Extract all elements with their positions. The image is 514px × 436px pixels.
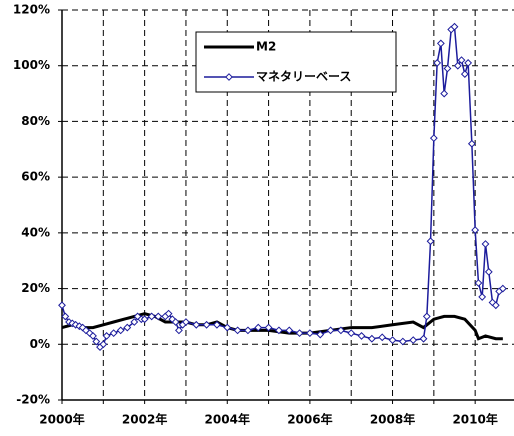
data-point [305, 329, 314, 338]
data-point [61, 312, 70, 321]
data-point [202, 320, 211, 329]
y-tick-label: 100% [13, 58, 50, 72]
data-point [254, 323, 263, 332]
data-point [419, 334, 428, 343]
data-point [275, 326, 283, 335]
data-point [367, 334, 376, 343]
y-tick-label: 0% [30, 337, 50, 351]
x-tick-label: 2002年 [122, 412, 167, 427]
data-point [422, 312, 431, 321]
data-point [164, 309, 173, 318]
data-point [436, 39, 445, 48]
data-point [357, 332, 366, 340]
data-point [429, 134, 438, 143]
x-tick-label: 2004年 [205, 412, 250, 427]
data-point [171, 318, 180, 326]
data-point [433, 59, 442, 67]
data-point [123, 323, 132, 332]
data-point [464, 59, 473, 67]
data-point [481, 240, 490, 248]
data-point [474, 279, 483, 287]
data-point [233, 326, 242, 335]
data-point [336, 326, 345, 335]
x-tick-label: 2000年 [39, 412, 84, 427]
data-point [116, 326, 125, 335]
data-point [102, 332, 111, 340]
legend-marker [225, 73, 233, 81]
data-point [457, 56, 466, 65]
data-point [326, 326, 335, 335]
data-point [182, 318, 190, 326]
data-point [99, 340, 108, 349]
data-point [491, 301, 500, 310]
data-point [471, 226, 480, 234]
data-point [147, 312, 156, 321]
legend-label: マネタリーベース [256, 70, 351, 84]
data-point [130, 318, 139, 326]
data-point [450, 22, 459, 31]
data-point [409, 336, 418, 345]
data-point [58, 301, 66, 310]
data-point [378, 333, 387, 342]
data-point [133, 312, 142, 321]
data-point [347, 329, 356, 338]
data-point [89, 332, 97, 340]
y-tick-label: 120% [13, 3, 50, 17]
x-tick-label: 2008年 [370, 412, 415, 427]
data-point [109, 329, 118, 338]
data-point [440, 89, 449, 98]
data-point [92, 337, 101, 346]
x-tick-label: 2010年 [452, 412, 497, 427]
data-point [388, 336, 397, 345]
data-point [498, 284, 507, 293]
data-point [295, 329, 304, 338]
data-point [223, 323, 232, 332]
data-point [467, 139, 476, 148]
data-point [478, 293, 487, 301]
legend-box [195, 31, 397, 93]
data-point [71, 320, 80, 329]
data-point [426, 237, 435, 246]
data-point [443, 64, 452, 73]
y-tick-label: 20% [21, 281, 50, 295]
data-point [244, 326, 252, 335]
data-point [213, 320, 221, 329]
data-point [140, 315, 149, 324]
y-tick-label: -20% [16, 393, 50, 407]
data-point [316, 330, 325, 339]
data-point [398, 337, 407, 346]
data-point [264, 323, 273, 332]
data-point [192, 320, 201, 329]
data-point [154, 312, 163, 321]
y-tick-label: 40% [21, 225, 50, 239]
data-point [460, 70, 469, 78]
data-point [285, 326, 294, 335]
data-point [175, 326, 183, 335]
y-tick-label: 80% [21, 114, 50, 128]
x-tick-label: 2006年 [287, 412, 332, 427]
series-line [61, 312, 503, 341]
y-tick-label: 60% [21, 170, 50, 184]
series-line [61, 25, 504, 349]
data-point [484, 267, 493, 276]
data-point [453, 61, 462, 70]
legend-label: M2 [256, 40, 276, 54]
